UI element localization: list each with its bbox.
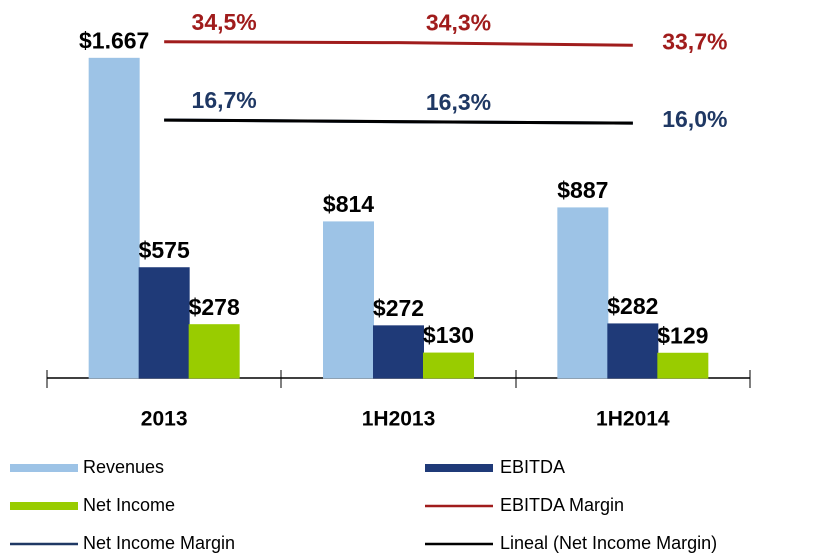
legend-label: Lineal (Net Income Margin) xyxy=(500,533,717,553)
data-label: $814 xyxy=(323,191,374,217)
bar-shade xyxy=(188,324,240,379)
bar-shade xyxy=(557,207,609,379)
data-label: $272 xyxy=(373,295,424,321)
data-label: 16,7% xyxy=(192,87,257,113)
data-label: $1.667 xyxy=(79,27,149,53)
data-label: 34,5% xyxy=(192,9,257,35)
bar-shade xyxy=(657,352,709,379)
line xyxy=(164,118,633,125)
data-label: 34,3% xyxy=(426,10,491,36)
data-label: $129 xyxy=(657,322,708,348)
legend-label: EBITDA Margin xyxy=(500,495,624,515)
bar-shade xyxy=(607,323,659,379)
legend-label: Revenues xyxy=(83,457,164,477)
legend-label: Net Income Margin xyxy=(83,533,235,553)
bar-shade xyxy=(423,352,474,379)
legend-label: Net Income xyxy=(83,495,175,515)
line xyxy=(164,40,633,47)
data-label: $887 xyxy=(557,177,608,203)
data-label: $575 xyxy=(139,237,190,263)
bar-shade xyxy=(88,57,140,379)
data-label: 16,3% xyxy=(426,89,491,115)
legend-marker xyxy=(10,464,78,472)
x-tick-label: 1H2014 xyxy=(596,408,670,431)
data-label: $130 xyxy=(423,322,474,348)
bar-shade xyxy=(373,325,424,379)
data-label: $282 xyxy=(607,293,658,319)
legend-label: EBITDA xyxy=(500,457,565,477)
data-label: $278 xyxy=(189,294,240,320)
bar-shade xyxy=(138,267,190,379)
x-tick-label: 1H2013 xyxy=(362,408,436,431)
data-label: 33,7% xyxy=(662,28,727,54)
legend-marker xyxy=(10,502,78,510)
data-label: 16,0% xyxy=(662,106,727,132)
legend-marker xyxy=(425,464,493,472)
bar-shade xyxy=(323,221,374,379)
x-tick-label: 2013 xyxy=(141,408,188,431)
